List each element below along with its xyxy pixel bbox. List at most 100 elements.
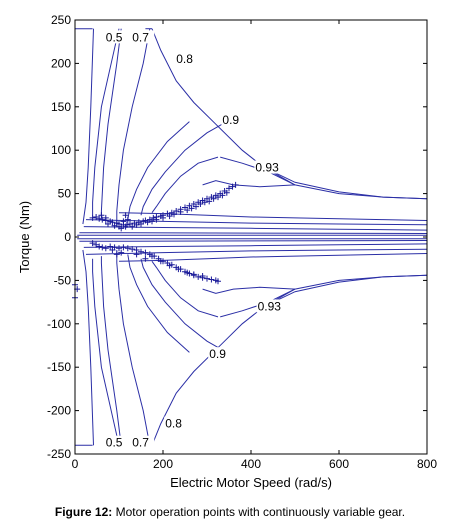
operation-point bbox=[223, 189, 230, 196]
contour-line bbox=[118, 253, 428, 262]
operation-point bbox=[193, 203, 199, 210]
operation-point bbox=[184, 269, 191, 276]
motor-operation-chart: 0.5 0.7 0.8 0.9 0.93 0.93 0.9 0.8 0.7 0.5 0 200 400… bbox=[17, 13, 438, 490]
operation-point bbox=[129, 223, 136, 230]
operation-point bbox=[215, 278, 221, 285]
contour-label-bg bbox=[256, 299, 287, 313]
figure-caption: Figure 12: Motor operation points with c… bbox=[0, 505, 460, 519]
operation-point bbox=[142, 255, 149, 262]
operation-point bbox=[166, 262, 173, 269]
operation-point bbox=[229, 183, 236, 190]
contour-labels: 0.5 0.7 0.8 0.9 0.93 0.93 0.9 0.8 0.7 0.5 bbox=[104, 30, 287, 450]
contour-line bbox=[92, 258, 120, 446]
contour-line bbox=[220, 288, 296, 318]
contour-line bbox=[151, 261, 219, 318]
operation-point bbox=[175, 266, 182, 273]
x-tick-label: 200 bbox=[153, 457, 173, 471]
operation-point bbox=[149, 253, 155, 260]
operation-point bbox=[201, 199, 208, 206]
contour-line bbox=[79, 240, 428, 242]
contour-label: 0.9 bbox=[222, 113, 239, 127]
operation-point bbox=[122, 223, 129, 230]
contour-line bbox=[140, 258, 228, 353]
operation-point bbox=[98, 212, 105, 219]
operation-point bbox=[113, 251, 120, 258]
x-tick-label: 800 bbox=[417, 457, 437, 471]
operation-point bbox=[171, 211, 177, 218]
contour-label-bg bbox=[131, 435, 155, 449]
contour-line bbox=[151, 274, 428, 446]
contour-line bbox=[85, 219, 428, 226]
operation-point bbox=[226, 185, 232, 192]
contour-label: 0.7 bbox=[132, 436, 149, 450]
y-tick-label: 150 bbox=[51, 100, 71, 114]
operation-point bbox=[109, 247, 116, 254]
operation-point bbox=[99, 216, 106, 223]
y-tick-label: -200 bbox=[47, 404, 71, 418]
y-axis-label: Torque (Nm) bbox=[17, 201, 32, 273]
operation-point bbox=[138, 220, 144, 227]
operation-point bbox=[93, 214, 100, 221]
contour-line bbox=[83, 243, 428, 248]
contour-label: 0.93 bbox=[255, 161, 279, 175]
operation-point bbox=[208, 276, 215, 283]
contour-line bbox=[140, 121, 228, 216]
operation-point bbox=[109, 219, 116, 226]
operation-point bbox=[120, 218, 127, 225]
contour-line bbox=[82, 28, 94, 225]
operation-point bbox=[144, 219, 151, 226]
operation-point bbox=[89, 240, 96, 247]
contour-label: 0.8 bbox=[165, 417, 182, 431]
contour-label-bg bbox=[131, 30, 155, 44]
operation-point bbox=[166, 213, 173, 220]
operation-point bbox=[89, 214, 96, 221]
operation-point bbox=[96, 215, 103, 222]
contour-label-bg bbox=[175, 52, 199, 66]
contour-label-bg bbox=[104, 435, 128, 449]
operation-point bbox=[150, 214, 157, 221]
contour-line bbox=[263, 274, 428, 307]
y-tick-label: -150 bbox=[47, 360, 71, 374]
operation-point bbox=[197, 201, 204, 208]
contour-line bbox=[151, 28, 428, 200]
contour-line bbox=[100, 256, 122, 446]
operation-point bbox=[204, 275, 210, 282]
operation-point bbox=[190, 271, 197, 278]
caption-label: Figure 12: bbox=[54, 505, 113, 519]
contour-line bbox=[127, 254, 190, 353]
operation-points bbox=[72, 181, 239, 301]
contour-label-bg bbox=[254, 160, 285, 174]
x-tick-label: 600 bbox=[329, 457, 349, 471]
operation-point bbox=[118, 249, 125, 256]
contour-line bbox=[116, 250, 151, 446]
operation-point bbox=[149, 218, 155, 225]
operation-point bbox=[210, 195, 217, 202]
contour-line bbox=[92, 28, 120, 216]
axis-ticks: 0 200 400 600 800 -250 -200 -150 -100 -50 0 50 100 15… bbox=[47, 13, 437, 471]
contour-line bbox=[127, 121, 190, 220]
operation-point bbox=[232, 181, 239, 188]
contour-line bbox=[263, 167, 428, 200]
contour-line bbox=[100, 28, 122, 218]
operation-point bbox=[116, 245, 122, 252]
operation-point bbox=[177, 208, 184, 215]
operation-point bbox=[124, 245, 131, 252]
contour-line bbox=[85, 248, 428, 255]
operation-point bbox=[173, 207, 180, 214]
contour-label: 0.5 bbox=[106, 436, 123, 450]
y-tick-label: 100 bbox=[51, 143, 71, 157]
operation-point bbox=[142, 249, 149, 256]
operation-point bbox=[111, 222, 118, 229]
operation-point bbox=[122, 212, 129, 219]
operation-point bbox=[153, 216, 160, 223]
operation-point bbox=[206, 198, 213, 205]
contour-label: 0.9 bbox=[209, 347, 226, 361]
operation-point bbox=[93, 241, 100, 248]
operation-point bbox=[188, 205, 195, 212]
operation-point bbox=[116, 223, 122, 230]
contour-label: 0.7 bbox=[132, 30, 149, 44]
operation-point bbox=[99, 244, 106, 251]
operation-point bbox=[107, 243, 114, 250]
contour-line bbox=[151, 156, 219, 213]
y-tick-label: 200 bbox=[51, 56, 71, 70]
